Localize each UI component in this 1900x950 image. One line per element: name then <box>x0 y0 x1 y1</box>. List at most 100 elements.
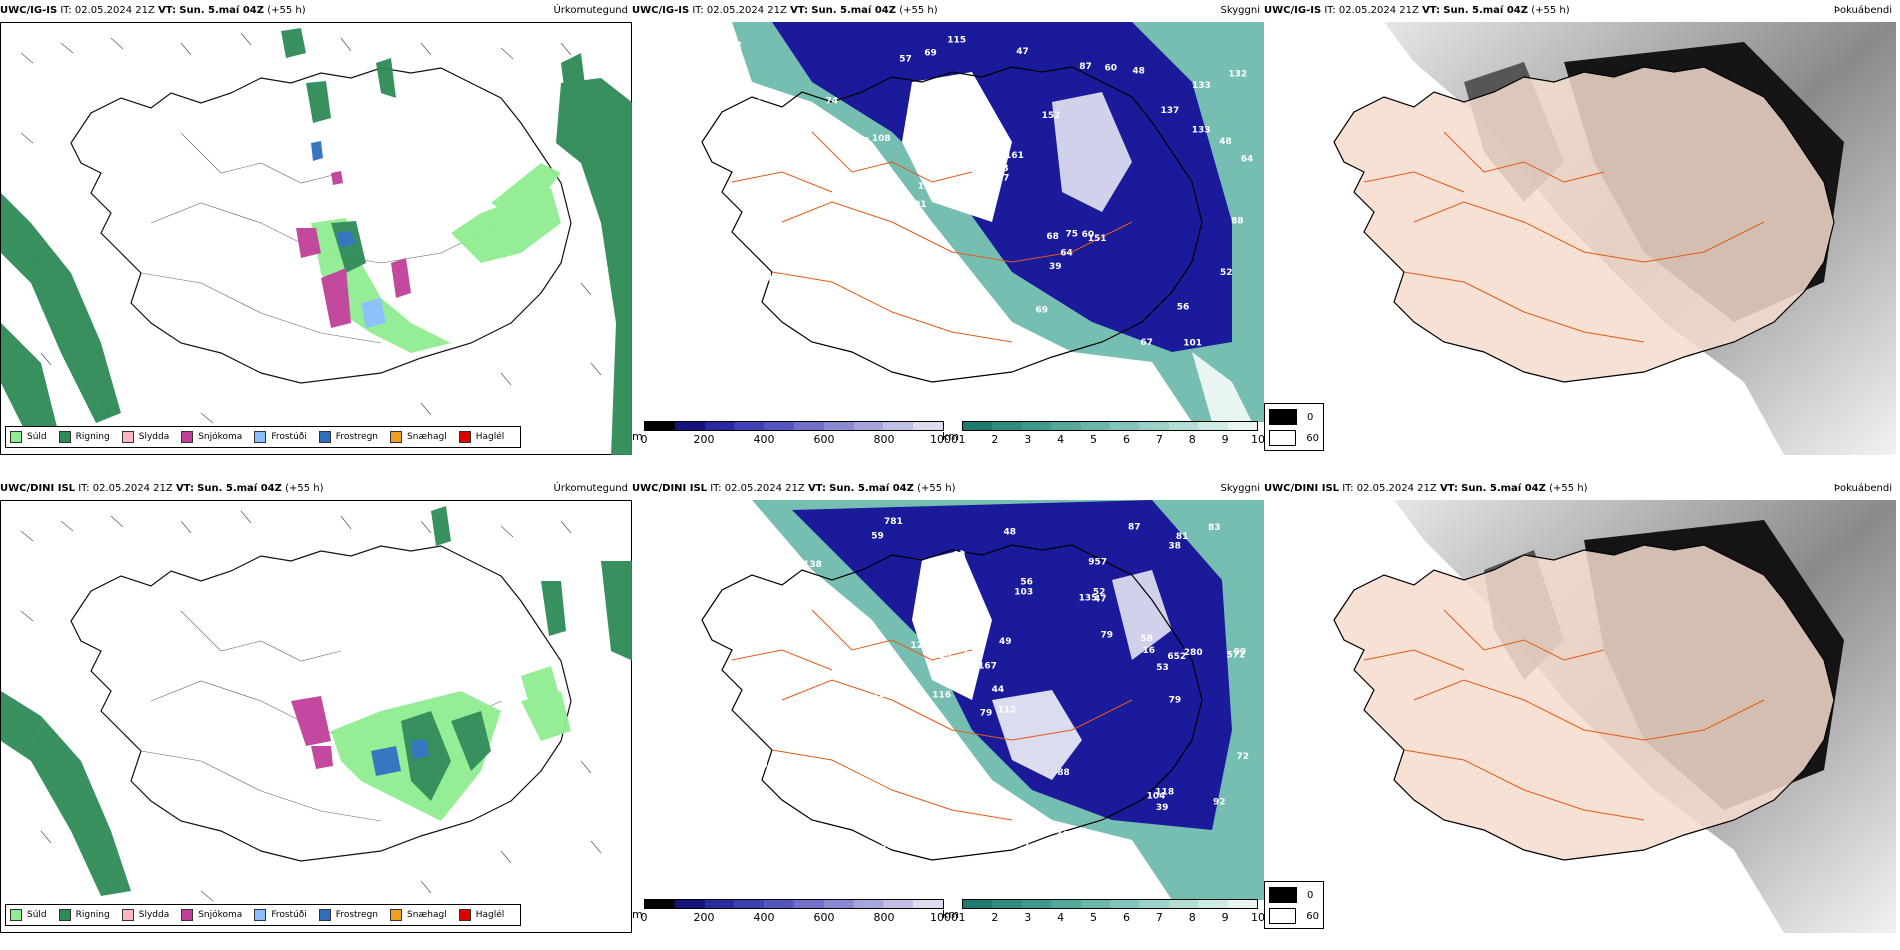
precip-legend: Súld Rigning Slydda Snjókoma Frostúði Frostre… <box>5 904 522 926</box>
ceiling-value-label: 60 <box>1105 64 1118 74</box>
ceiling-value-label: 121 <box>767 274 786 284</box>
ceiling-value-label: 93 <box>824 738 837 748</box>
fog-map-svg <box>1264 22 1896 455</box>
ceiling-value-label: 49 <box>999 637 1012 647</box>
colorbar-tick: 800 <box>873 433 895 446</box>
colorbar-tick: 0 <box>640 433 648 446</box>
ceiling-value-label: 63 <box>828 137 841 147</box>
ceiling-value-label: 161 <box>1005 151 1024 161</box>
ceiling-value-label: 240 <box>740 567 759 577</box>
precip-legend: Súld Rigning Slydda Snjókoma Frostúði Frostre… <box>5 426 522 448</box>
colorbar-step <box>883 422 914 430</box>
colorbar-tick: 5 <box>1090 433 1098 446</box>
colorbar-tick: 1000 <box>930 911 958 924</box>
ceiling-value-label: 88 <box>979 357 992 367</box>
ceiling-value-label: 765 <box>730 634 749 644</box>
ceiling-value-label: 54 <box>934 624 947 634</box>
precip-legend-item: Haglél <box>458 431 504 443</box>
ceiling-value-label: 83 <box>1208 523 1221 533</box>
ceiling-value-label: 110 <box>913 809 932 819</box>
colorbar-step <box>913 900 943 908</box>
visibility-colorbar: 1 2 3 4 5 6 7 8 9 10 km <box>942 421 1264 451</box>
ceiling-value-label: 123 <box>910 641 929 651</box>
ceiling-value-label: 151 <box>1088 234 1107 244</box>
panel-title: Þokuábendi <box>1833 483 1892 494</box>
panel-fog-dini: UWC/DINI ISL IT: 02.05.2024 21Z VT: Sun.… <box>1264 478 1896 933</box>
precip-legend-item: Haglél <box>458 909 505 921</box>
ceiling-value-label: 89 <box>857 137 870 147</box>
colorbar-tick: 6 <box>1122 911 1130 924</box>
colorbar-tick: 200 <box>693 911 715 924</box>
ceiling-value-label: 104 <box>1147 792 1166 802</box>
colorbar-step <box>1198 900 1228 908</box>
panel-ceiling-vis-igis: UWC/IG-IS IT: 02.05.2024 21Z VT: Sun. 5.… <box>632 0 1264 455</box>
ceiling-value-label: 56 <box>1177 302 1190 312</box>
colorbar-step <box>1080 422 1111 430</box>
ceiling-value-label: 112 <box>998 705 1017 715</box>
legend-label: Súld <box>27 432 47 442</box>
ceiling-value-label: 97 <box>733 345 746 355</box>
fog-legend: 0 60 <box>1264 881 1324 929</box>
init-time: 02.05.2024 21Z <box>74 5 155 16</box>
ceiling-value-label: 55 <box>755 627 768 637</box>
ceiling-value-label: 67 <box>1140 338 1153 348</box>
lead-time: (+55 h) <box>1531 5 1570 16</box>
valid-time: Sun. 5.maí 04Z <box>829 483 914 494</box>
ceiling-value-label: 138 <box>803 560 822 570</box>
colorbar-step <box>704 422 735 430</box>
ceiling-value-label: 105 <box>925 262 944 272</box>
colorbar-tick: 600 <box>813 911 835 924</box>
ceiling-value-label: 54 <box>825 770 838 780</box>
ceiling-value-label: 52 <box>1093 587 1106 597</box>
legend-label: Frostúði <box>271 910 307 920</box>
ceiling-value-label: 79 <box>980 709 993 719</box>
colorbar-tick: 3 <box>1024 911 1032 924</box>
colorbar-tick: 400 <box>753 911 775 924</box>
ceiling-value-label: 50 <box>752 280 765 290</box>
colorbar-tick: 7 <box>1155 433 1163 446</box>
colorbar-tick: 4 <box>1057 911 1065 924</box>
precip-map-svg <box>1 506 632 902</box>
fog-legend-item: 0 <box>1269 409 1319 425</box>
ceiling-value-label: 68 <box>1046 232 1059 242</box>
colorbar-step <box>963 422 993 430</box>
ceiling-value-label: 34 <box>1055 831 1068 841</box>
ceiling-value-label: 47 <box>960 826 973 836</box>
init-time: 02.05.2024 21Z <box>724 483 805 494</box>
precip-legend-item: Slydda <box>121 909 169 921</box>
ceiling-value-label: 92 <box>726 309 739 319</box>
ceiling-value-label: 68 <box>996 164 1009 174</box>
colorbar-step <box>1110 900 1140 908</box>
ceiling-value-label: 133 <box>1192 126 1211 136</box>
colorbar-step <box>823 900 854 908</box>
ceiling-value-label: 99 <box>1234 648 1247 658</box>
ceiling-value-label: 227 <box>766 676 785 686</box>
ceiling-value-label: 44 <box>992 685 1005 695</box>
model-name: UWC/IG-IS <box>632 5 690 16</box>
valid-time: Sun. 5.maí 04Z <box>197 483 282 494</box>
ceiling-value-label: 153 <box>918 295 937 305</box>
legend-label: Haglél <box>475 910 505 920</box>
ceiling-value-label: 52 <box>1220 268 1233 278</box>
colorbar-step <box>883 900 914 908</box>
ceiling-value-label: 103 <box>1014 588 1033 598</box>
lead-time: (+55 h) <box>1549 483 1588 494</box>
valid-time: Sun. 5.maí 04Z <box>1461 483 1546 494</box>
ceiling-value-label: 72 <box>1237 752 1250 762</box>
legend-swatch <box>121 909 134 921</box>
legend-swatch <box>390 431 403 443</box>
ceiling-value-label: 81 <box>1176 532 1189 542</box>
ceiling-value-label: 116 <box>932 690 951 700</box>
ceiling-value-label: 79 <box>1169 695 1182 705</box>
legend-swatch <box>10 431 22 443</box>
init-time: 02.05.2024 21Z <box>92 483 173 494</box>
colorbar-step <box>913 422 943 430</box>
lead-time: (+55 h) <box>899 5 938 16</box>
ceiling-labels: 781 957 572 116 112 242 240 135 131 103 167 104 59 11… <box>715 517 1249 851</box>
colorbar-step <box>1021 900 1052 908</box>
ceiling-value-label: 48 <box>1132 67 1145 77</box>
ceiling-value-label: 161 <box>975 128 994 138</box>
init-time: 02.05.2024 21Z <box>1356 483 1437 494</box>
precip-type-map: Súld Rigning Slydda Snjókoma Frostúði Frostre… <box>0 500 632 933</box>
ceiling-value-label: 137 <box>1161 106 1180 116</box>
